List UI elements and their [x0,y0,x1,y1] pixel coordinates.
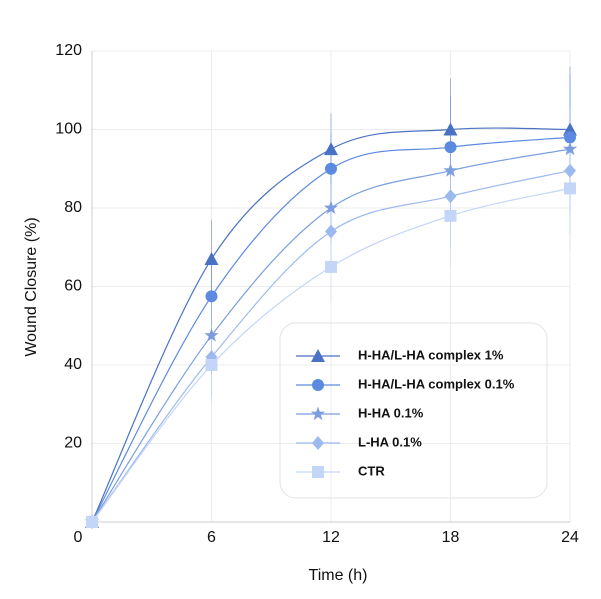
legend-label: H-HA 0.1% [358,405,424,420]
x-tick-label: 12 [322,529,340,546]
data-point [325,224,337,239]
data-point [444,141,457,154]
data-point [563,122,577,136]
y-tick-label: 40 [64,356,82,373]
data-point [205,290,218,303]
legend-label: H-HA/L-HA complex 0.1% [358,376,515,391]
x-tick-label: 24 [561,529,579,546]
data-point [205,359,218,371]
data-point [564,131,576,144]
data-point [325,162,337,175]
data-point [204,252,219,266]
data-point [204,328,219,342]
legend-marker [310,406,326,421]
x-axis-label: Time (h) [309,567,368,584]
data-point [443,122,458,136]
data-point [324,142,338,156]
y-tick-label: 120 [55,42,82,59]
y-tick-label: 60 [64,278,82,295]
series-line [91,187,571,523]
data-point [564,163,576,178]
legend-marker [312,436,324,450]
x-tick-label: 0 [74,529,83,546]
y-tick-label: 20 [64,435,82,452]
data-point [325,260,337,273]
legend-label: CTR [358,463,385,478]
series-line [91,170,571,523]
legend-label: L-HA 0.1% [358,434,422,449]
legend-marker [312,379,324,391]
y-tick-label: 100 [55,121,82,138]
legend-box [279,322,548,499]
y-axis-label: Wound Closure (%) [23,217,40,356]
legend-marker [312,466,324,478]
x-tick-label: 18 [442,529,460,546]
data-point [323,200,339,215]
data-point [562,141,578,156]
data-point [444,209,457,222]
series-line [91,136,571,523]
x-tick-label: 6 [207,529,216,546]
data-point [564,182,576,195]
legend-marker [311,349,325,362]
data-point [443,163,458,177]
series-line [91,148,571,523]
y-tick-label: 80 [64,199,82,216]
data-point [86,516,98,528]
data-point [444,189,457,204]
legend-label: H-HA/L-HA complex 1% [358,347,504,362]
series-line [91,127,571,523]
